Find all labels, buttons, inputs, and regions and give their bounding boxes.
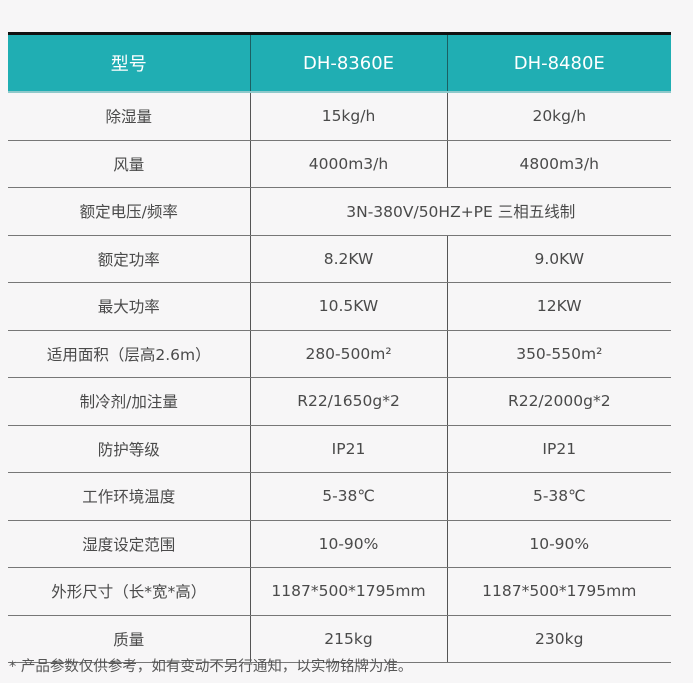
row-label: 额定功率 [8, 235, 250, 283]
row-label: 外形尺寸（长*宽*高） [8, 567, 250, 616]
cell-value: 3N-380V/50HZ+PE 三相五线制 [249, 187, 671, 236]
row-label: 风量 [8, 140, 250, 188]
cell-value: 15kg/h [249, 92, 447, 141]
cell-value: 4000m3/h [249, 140, 447, 188]
header-dh-8360e: DH-8360E [249, 33, 447, 93]
cell-value: 4800m3/h [446, 140, 671, 188]
row-label: 制冷剂/加注量 [8, 377, 250, 426]
table-row: 适用面积（层高2.6m） 280-500m² 350-550m² [8, 330, 671, 378]
table-row: 工作环境温度 5-38℃ 5-38℃ [8, 472, 671, 521]
header-dh-8480e: DH-8480E [446, 33, 671, 93]
table-row: 防护等级 IP21 IP21 [8, 425, 671, 473]
cell-value: 8.2KW [249, 235, 447, 283]
table-row: 质量 215kg 230kg [8, 615, 671, 663]
cell-value: 10.5KW [249, 282, 447, 331]
cell-value: R22/1650g*2 [249, 377, 447, 426]
cell-value: 20kg/h [446, 92, 671, 141]
cell-value: 1187*500*1795mm [446, 567, 671, 616]
row-label: 防护等级 [8, 425, 250, 473]
cell-value: IP21 [446, 425, 671, 473]
cell-value: 350-550m² [446, 330, 671, 378]
cell-value: 5-38℃ [249, 472, 447, 521]
table-row: 外形尺寸（长*宽*高） 1187*500*1795mm 1187*500*1795m… [8, 567, 671, 616]
table-row: 最大功率 10.5KW 12KW [8, 282, 671, 331]
table-row: 额定功率 8.2KW 9.0KW [8, 235, 671, 283]
table-row: 除湿量 15kg/h 20kg/h [8, 92, 671, 141]
cell-value: IP21 [249, 425, 447, 473]
row-label: 除湿量 [8, 92, 250, 141]
row-label: 适用面积（层高2.6m） [8, 330, 250, 378]
cell-value: R22/2000g*2 [446, 377, 671, 426]
cell-value: 5-38℃ [446, 472, 671, 521]
header-row: 型号 DH-8360E DH-8480E [8, 33, 671, 93]
spec-table: 型号 DH-8360E DH-8480E 除湿量 15kg/h 20kg/h 风量 40… [8, 32, 671, 663]
cell-value: 1187*500*1795mm [249, 567, 447, 616]
row-label: 最大功率 [8, 282, 250, 331]
row-label: 额定电压/频率 [8, 187, 250, 236]
cell-value: 10-90% [249, 520, 447, 568]
table-row: 额定电压/频率 3N-380V/50HZ+PE 三相五线制 [8, 187, 671, 236]
cell-value: 280-500m² [249, 330, 447, 378]
cell-value: 12KW [446, 282, 671, 331]
cell-value: 215kg [249, 615, 447, 663]
row-label: 湿度设定范围 [8, 520, 250, 568]
row-label: 质量 [8, 615, 250, 663]
header-model: 型号 [8, 33, 250, 93]
table-row: 制冷剂/加注量 R22/1650g*2 R22/2000g*2 [8, 377, 671, 426]
footnote: * 产品参数仅供参考，如有变动不另行通知，以实物铭牌为准。 [9, 659, 413, 675]
cell-value: 10-90% [446, 520, 671, 568]
table-row: 湿度设定范围 10-90% 10-90% [8, 520, 671, 568]
cell-value: 9.0KW [446, 235, 671, 283]
row-label: 工作环境温度 [8, 472, 250, 521]
cell-value: 230kg [446, 615, 671, 663]
table-row: 风量 4000m3/h 4800m3/h [8, 140, 671, 188]
